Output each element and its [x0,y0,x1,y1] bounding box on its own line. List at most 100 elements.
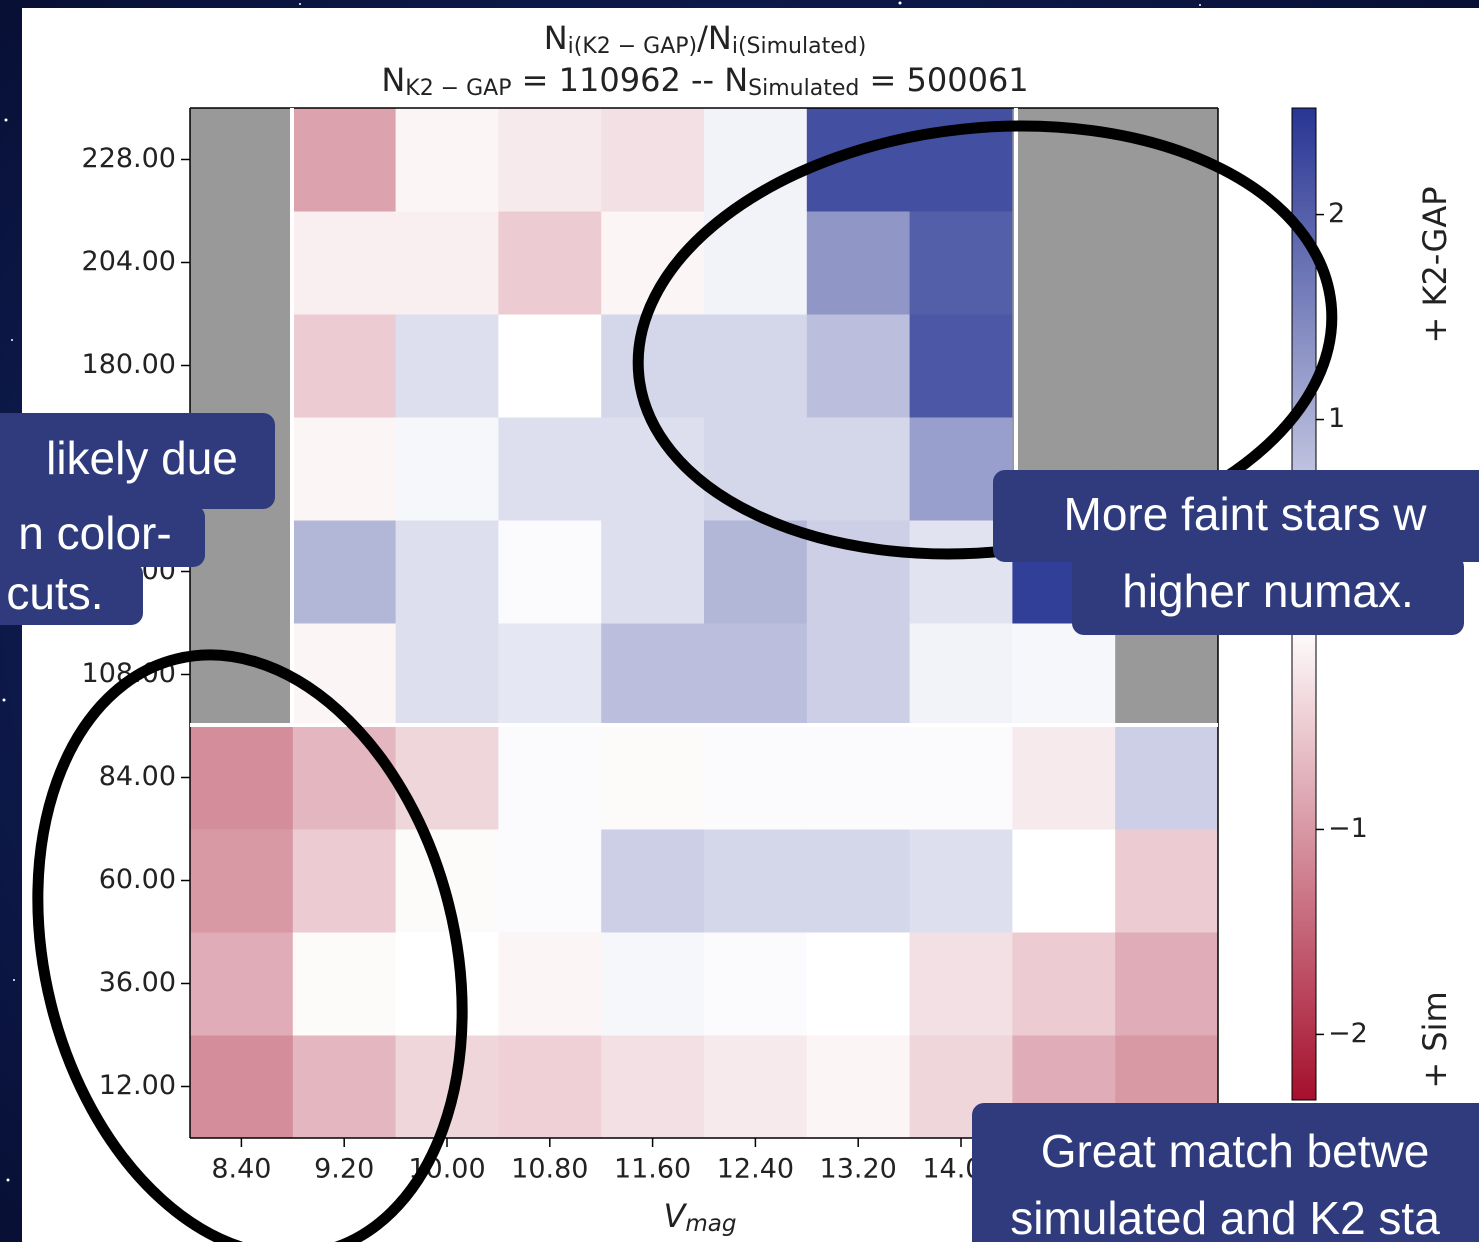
cell [807,932,910,1036]
cell [498,314,601,418]
y-tick-label: 204.00 [82,246,176,277]
xlabel-sub: mag [685,1211,736,1237]
cell [498,520,601,624]
y-tick-label: 180.00 [82,349,176,380]
cell [704,520,807,624]
x-tick-label: 12.40 [717,1154,794,1185]
cell [807,829,910,933]
cell [190,726,293,830]
cell [498,623,601,727]
title-part: /N [697,19,732,57]
annotation-text: higher numax. [1122,565,1414,617]
colorbar-tick-label: 2 [1328,198,1345,229]
subtitle-sub: K2 − GAP [405,76,511,101]
colorbar-tick-label: −1 [1328,813,1368,844]
cell [396,108,499,212]
cell [498,829,601,933]
cell [704,932,807,1036]
cell [293,1035,396,1139]
cell [293,314,396,418]
cell [190,1035,293,1139]
cell [601,108,704,212]
masked-cell [190,211,293,315]
cell [910,726,1013,830]
masked-cell [1115,211,1218,315]
cell [601,1035,704,1139]
y-tick-label: 84.00 [99,761,176,792]
subtitle-part: = 110962 -- N [511,61,748,99]
cell [704,623,807,727]
masked-cell [190,108,293,212]
cell [601,829,704,933]
cell [807,314,910,418]
cell [1012,623,1115,727]
masked-cell [1115,623,1218,727]
subtitle-part: = 500061 [859,61,1028,99]
y-tick-label: 60.00 [99,864,176,895]
cell [910,932,1013,1036]
masked-cell [190,520,293,624]
page: Ni(K2 − GAP)/Ni(Simulated) NK2 − GAP = 1… [0,0,1479,1242]
title-part: N [544,19,568,57]
x-tick-label: 11.60 [614,1154,691,1185]
xlabel-part: V [664,1197,688,1235]
cell [601,623,704,727]
cell [807,726,910,830]
y-tick-label: 228.00 [82,143,176,174]
cell [601,314,704,418]
cell [910,314,1013,418]
x-tick-label: 13.20 [820,1154,897,1185]
cell [498,1035,601,1139]
title-sub: i(K2 − GAP) [568,34,698,59]
cell [704,417,807,521]
cell [910,829,1013,933]
cell [807,1035,910,1139]
colorbar-top-label: + K2-GAP [1416,186,1454,343]
annotation-text: simulated and K2 sta [1010,1192,1440,1242]
cell [1115,726,1218,830]
cell [190,829,293,933]
annotation-text: More faint stars w [1064,488,1428,540]
annotation-text: n color- [18,507,171,559]
masked-cell [1012,211,1115,315]
annotation-text: likely due [46,432,238,484]
cell [498,726,601,830]
cell [807,623,910,727]
cell [293,932,396,1036]
cell [396,417,499,521]
masked-cell [1012,314,1115,418]
cell [1012,726,1115,830]
cell [601,726,704,830]
cell [1012,932,1115,1036]
cell [498,932,601,1036]
cell [293,829,396,933]
slide: Ni(K2 − GAP)/Ni(Simulated) NK2 − GAP = 1… [0,0,1479,1242]
cell [293,417,396,521]
cell [293,108,396,212]
cell [1115,829,1218,933]
x-tick-label: 10.80 [511,1154,588,1185]
cell [396,932,499,1036]
masked-cell [1115,314,1218,418]
y-tick-label: 12.00 [99,1070,176,1101]
colorbar-bottom-label: + Sim [1416,991,1454,1088]
cell [704,726,807,830]
cell [293,520,396,624]
annotation-bottom: Great match betwe simulated and K2 sta [972,1103,1479,1242]
cell [807,211,910,315]
cell [396,623,499,727]
cell [396,211,499,315]
cell [1115,932,1218,1036]
cell [293,726,396,830]
cell [498,211,601,315]
cell [293,211,396,315]
colorbar-tick-label: −2 [1328,1018,1368,1049]
cell [190,932,293,1036]
annotation-text: Great match betwe [1041,1125,1430,1177]
colorbar-tick-label: 1 [1328,403,1345,434]
subtitle-sub: Simulated [748,76,859,101]
cell [601,520,704,624]
cell [498,417,601,521]
cell [910,211,1013,315]
subtitle-part: N [381,61,405,99]
